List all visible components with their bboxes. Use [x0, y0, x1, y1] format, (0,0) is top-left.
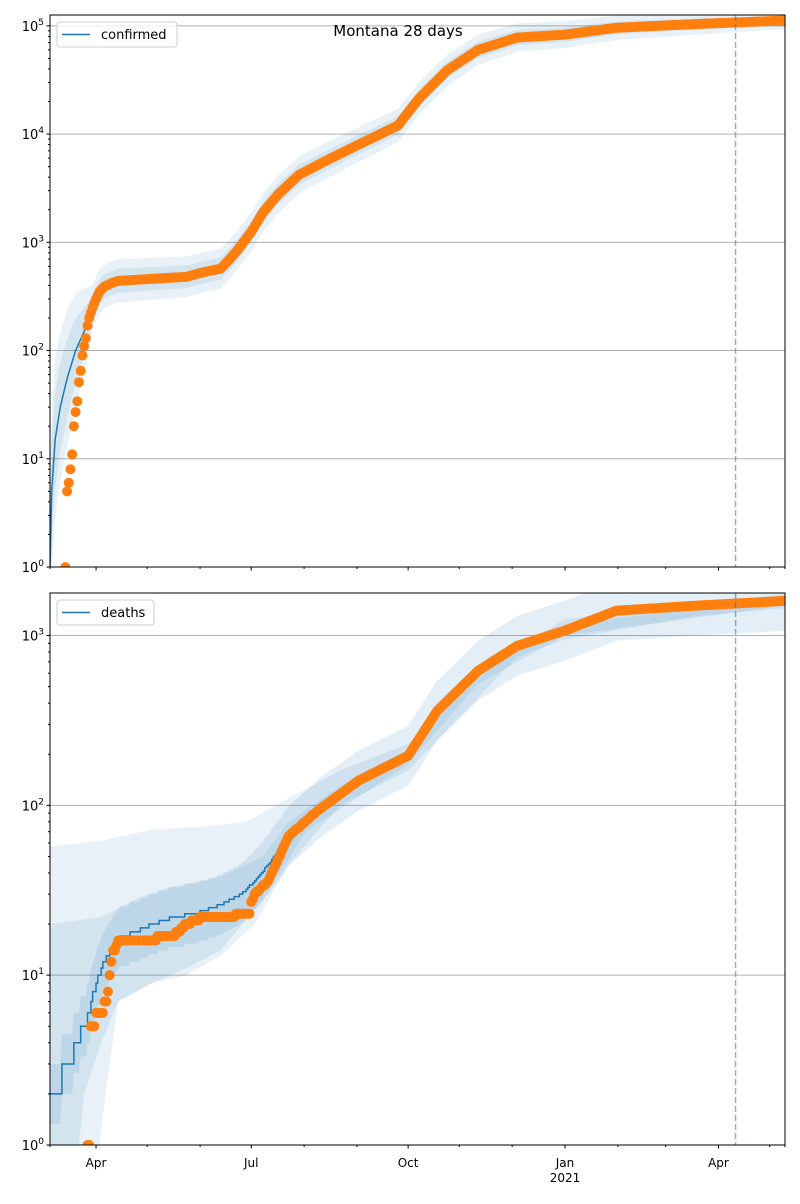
observed-point — [62, 486, 73, 497]
confidence-band-outer — [50, 15, 785, 567]
axes-frame — [49, 14, 786, 568]
observed-point — [60, 562, 71, 567]
y-tick-label: 104 — [22, 126, 45, 143]
y-tick-label: 100 — [22, 559, 45, 576]
x-tick-label: Apr — [86, 1156, 107, 1170]
y-tick-base: 10 — [22, 630, 39, 645]
y-tick-label: 100 — [22, 1137, 45, 1154]
plot-area — [50, 15, 785, 567]
y-tick-base: 10 — [22, 799, 39, 814]
y-tick-base: 10 — [22, 969, 39, 984]
y-tick-label: 103 — [22, 234, 44, 251]
x-tick-label: Oct — [398, 1156, 419, 1170]
observed-point — [67, 449, 78, 460]
observed-point — [101, 996, 112, 1007]
y-tick-label: 102 — [22, 797, 44, 814]
legend-box — [56, 599, 155, 626]
observed-point — [244, 908, 255, 919]
x-tick-label: Apr — [708, 1156, 729, 1170]
axes-frame — [49, 592, 786, 1146]
y-tick-base: 10 — [22, 345, 39, 360]
legend: confirmed — [56, 21, 178, 48]
observed-point — [77, 350, 88, 361]
y-tick-exponent: 2 — [38, 343, 44, 353]
y-tick-exponent: 1 — [38, 967, 44, 977]
y-tick-base: 10 — [22, 236, 39, 251]
y-tick-label: 102 — [22, 343, 44, 360]
x-tick-year-label: 2021 — [550, 1171, 581, 1185]
observed-point — [780, 15, 785, 26]
legend-label: confirmed — [101, 28, 167, 43]
observed-point — [104, 970, 115, 981]
x-tick-label: Jul — [243, 1156, 258, 1170]
observed-point — [70, 407, 81, 418]
y-tick-exponent: 0 — [38, 1137, 44, 1147]
observed-point — [102, 986, 113, 997]
y-tick-exponent: 5 — [38, 18, 44, 28]
y-tick-exponent: 4 — [38, 126, 44, 136]
observed-point — [79, 341, 90, 352]
x-tick-label: Jan — [555, 1156, 575, 1170]
chart-title: Montana 28 days — [333, 22, 463, 40]
y-tick-label: 103 — [22, 628, 44, 645]
observed-point — [68, 421, 79, 432]
observed-point — [72, 396, 83, 407]
y-tick-exponent: 3 — [38, 628, 44, 638]
confidence-band-outer — [50, 594, 785, 1145]
observed-point — [780, 595, 785, 606]
y-tick-exponent: 2 — [38, 797, 44, 807]
y-tick-label: 101 — [22, 967, 44, 984]
legend-box — [56, 21, 178, 48]
observed-point — [73, 377, 84, 388]
observed-point — [65, 464, 76, 475]
observed-point — [63, 477, 74, 488]
legend-label: deaths — [101, 606, 146, 621]
plot-area — [50, 593, 785, 1145]
y-tick-exponent: 1 — [38, 451, 44, 461]
observed-point — [80, 333, 91, 344]
y-tick-base: 10 — [22, 561, 39, 576]
y-tick-base: 10 — [22, 128, 39, 143]
y-tick-exponent: 0 — [38, 559, 44, 569]
observed-point — [106, 956, 117, 967]
y-tick-label: 105 — [22, 18, 44, 35]
legend: deaths — [56, 599, 155, 626]
y-tick-exponent: 3 — [38, 234, 44, 244]
observed-point — [82, 320, 93, 331]
observed-point — [97, 1007, 108, 1018]
y-tick-base: 10 — [22, 20, 39, 35]
observed-point — [89, 1021, 100, 1032]
observed-point — [84, 1140, 95, 1145]
y-tick-base: 10 — [22, 453, 39, 468]
observed-point — [75, 365, 86, 376]
y-tick-label: 101 — [22, 451, 44, 468]
y-tick-base: 10 — [22, 1139, 39, 1154]
